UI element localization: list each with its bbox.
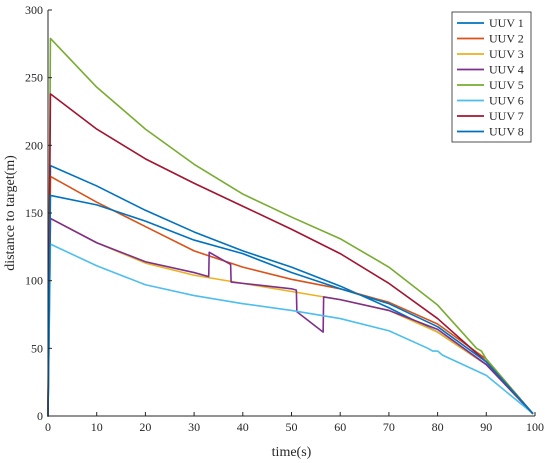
x-tick-label: 50 (286, 420, 298, 434)
y-tick-label: 50 (31, 341, 43, 355)
axes-layer: 0 10 20 30 40 50 60 70 80 90 100 0 50 100 150 200 250 300 (25, 3, 544, 434)
legend-label: UUV 2 (489, 32, 524, 46)
series-line-uuv-8 (47, 194, 534, 417)
y-tick-label: 200 (25, 138, 43, 152)
legend-label: UUV 3 (489, 47, 524, 61)
legend-label: UUV 5 (489, 78, 524, 92)
y-tick-label: 150 (25, 206, 43, 220)
legend-label: UUV 7 (489, 109, 524, 123)
x-tick-label: 40 (237, 420, 249, 434)
y-tick-label: 300 (25, 3, 43, 17)
x-tick-label: 100 (526, 420, 544, 434)
series-layer (47, 37, 534, 417)
x-tick-label: 10 (91, 420, 103, 434)
legend-label: UUV 6 (489, 94, 524, 108)
x-tick-label: 70 (383, 420, 395, 434)
series-line-uuv-5 (47, 37, 534, 417)
y-axis-title: distance to target(m) (3, 155, 18, 271)
x-tick-label: 0 (45, 420, 51, 434)
series-line-uuv-4 (47, 217, 534, 417)
x-tick-label: 80 (432, 420, 444, 434)
y-tick-label: 100 (25, 274, 43, 288)
x-tick-label: 20 (139, 420, 151, 434)
legend-label: UUV 4 (489, 63, 524, 77)
series-line-uuv-2 (47, 175, 534, 417)
x-tick-label: 60 (334, 420, 346, 434)
series-line-uuv-6 (47, 243, 534, 417)
x-tick-label: 90 (480, 420, 492, 434)
series-line-uuv-7 (47, 93, 534, 417)
x-axis-title: time(s) (272, 445, 312, 460)
legend-label: UUV 8 (489, 125, 524, 139)
y-tick-label: 250 (25, 71, 43, 85)
legend-box (451, 11, 532, 143)
legend-label: UUV 1 (489, 16, 524, 30)
y-tick-label: 0 (37, 409, 43, 423)
x-tick-label: 30 (188, 420, 200, 434)
